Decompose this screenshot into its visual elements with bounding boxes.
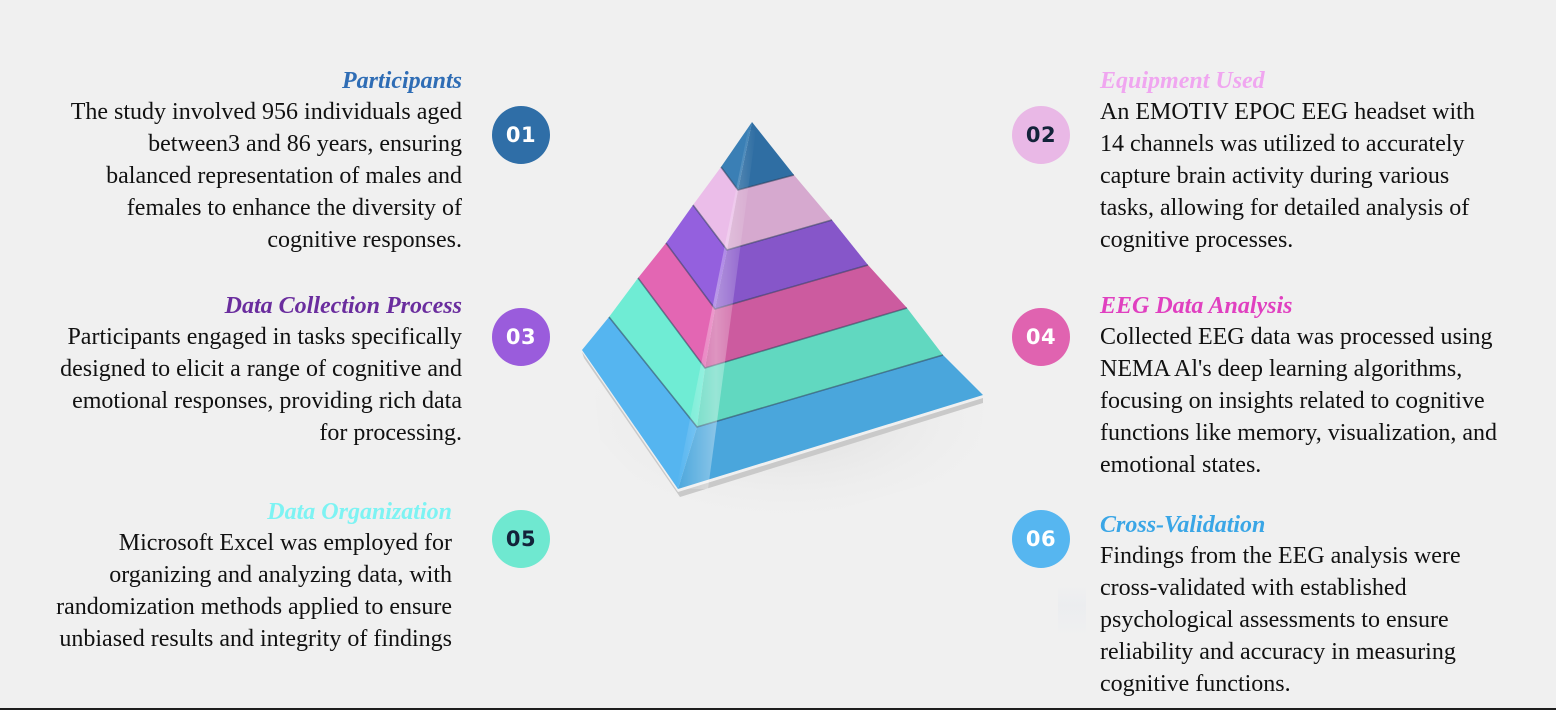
section-heading: Equipment Used <box>1100 68 1265 94</box>
pyramid-tier-6 <box>582 317 983 489</box>
step-badge-04: 04 <box>1012 308 1070 366</box>
section-data-organization: Data Organization Microsoft Excel was em… <box>0 497 452 655</box>
section-body: Collected EEG data was processed using N… <box>1100 324 1498 478</box>
section-body: Findings from the EEG analysis were cros… <box>1100 543 1461 697</box>
step-badge-03: 03 <box>492 308 550 366</box>
section-body: Participants engaged in tasks specifical… <box>60 324 462 446</box>
step-badge-02: 02 <box>1012 106 1070 164</box>
faint-background-artifact <box>1058 585 1086 637</box>
section-heading: Data Collection Process <box>224 293 462 319</box>
step-number: 02 <box>1025 123 1057 147</box>
section-heading: EEG Data Analysis <box>1100 293 1293 319</box>
section-heading: Data Organization <box>267 499 452 525</box>
step-badge-05: 05 <box>492 510 550 568</box>
step-number: 06 <box>1025 527 1057 551</box>
step-number: 04 <box>1025 325 1057 349</box>
section-eeg-data-analysis: EEG Data Analysis Collected EEG data was… <box>1100 291 1556 481</box>
step-badge-01: 01 <box>492 106 550 164</box>
section-body: Microsoft Excel was employed for organiz… <box>56 530 452 652</box>
pyramid-shadow <box>590 360 985 550</box>
section-cross-validation: Cross-Validation Findings from the EEG a… <box>1100 510 1550 700</box>
section-body: An EMOTIV EPOC EEG headset with 14 chann… <box>1100 99 1475 253</box>
bottom-border <box>0 708 1556 710</box>
section-equipment-used: Equipment Used An EMOTIV EPOC EEG headse… <box>1100 66 1550 256</box>
section-participants: Participants The study involved 956 indi… <box>0 66 462 256</box>
pyramid-tier-4 <box>638 243 907 368</box>
pyramid-tier-5 <box>609 278 943 427</box>
section-data-collection-process: Data Collection Process Participants eng… <box>0 291 462 449</box>
pyramid-tier-2 <box>693 167 832 250</box>
section-body: The study involved 956 individuals aged … <box>70 99 462 253</box>
step-number: 01 <box>505 123 537 147</box>
section-heading: Participants <box>341 68 462 94</box>
step-number: 05 <box>505 527 537 551</box>
section-heading: Cross-Validation <box>1100 512 1266 538</box>
step-number: 03 <box>505 325 537 349</box>
pyramid-ridge-highlight <box>676 130 756 489</box>
step-badge-06: 06 <box>1012 510 1070 568</box>
